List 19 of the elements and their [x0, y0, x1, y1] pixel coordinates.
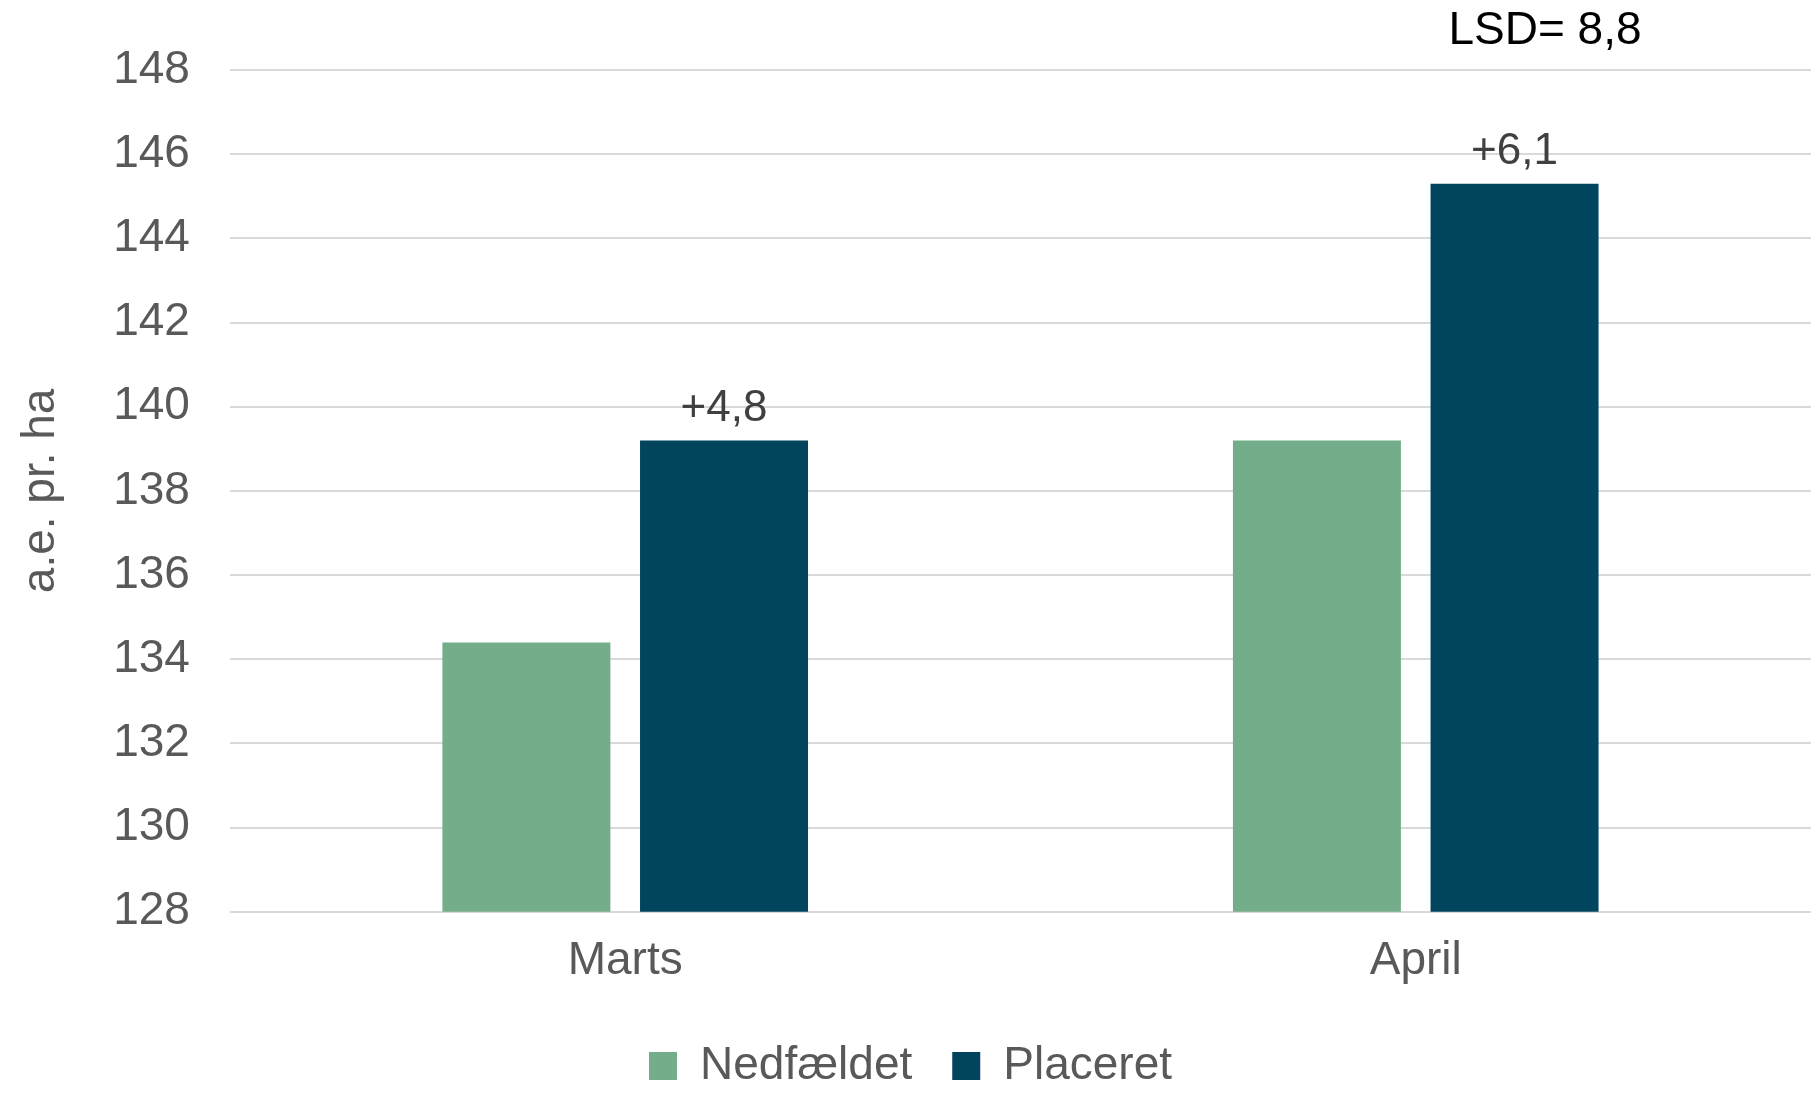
legend-label: Placeret — [1003, 1036, 1173, 1089]
y-tick-label: 144 — [113, 209, 190, 262]
annotation: +4,8 — [680, 380, 768, 430]
y-tick-label: 142 — [113, 293, 190, 346]
y-tick-label: 138 — [113, 461, 190, 514]
y-tick-label: 132 — [113, 714, 190, 767]
x-tick-label: Marts — [567, 932, 683, 985]
y-tick-label: 136 — [113, 545, 190, 598]
y-tick-label: 134 — [113, 629, 190, 682]
legend-label: Nedfældet — [700, 1036, 913, 1089]
y-tick-label: 148 — [113, 40, 190, 93]
annotation: +6,1 — [1471, 123, 1558, 173]
x-tick-label: April — [1369, 932, 1462, 985]
y-tick-label: 146 — [113, 124, 190, 177]
y-tick-label: 128 — [113, 882, 190, 935]
y-tick-label: 130 — [113, 798, 190, 851]
y-axis-title: a.e. pr. ha — [12, 388, 65, 594]
y-tick-label: 140 — [113, 377, 190, 430]
text: LSD= 8,8 — [1448, 1, 1642, 54]
